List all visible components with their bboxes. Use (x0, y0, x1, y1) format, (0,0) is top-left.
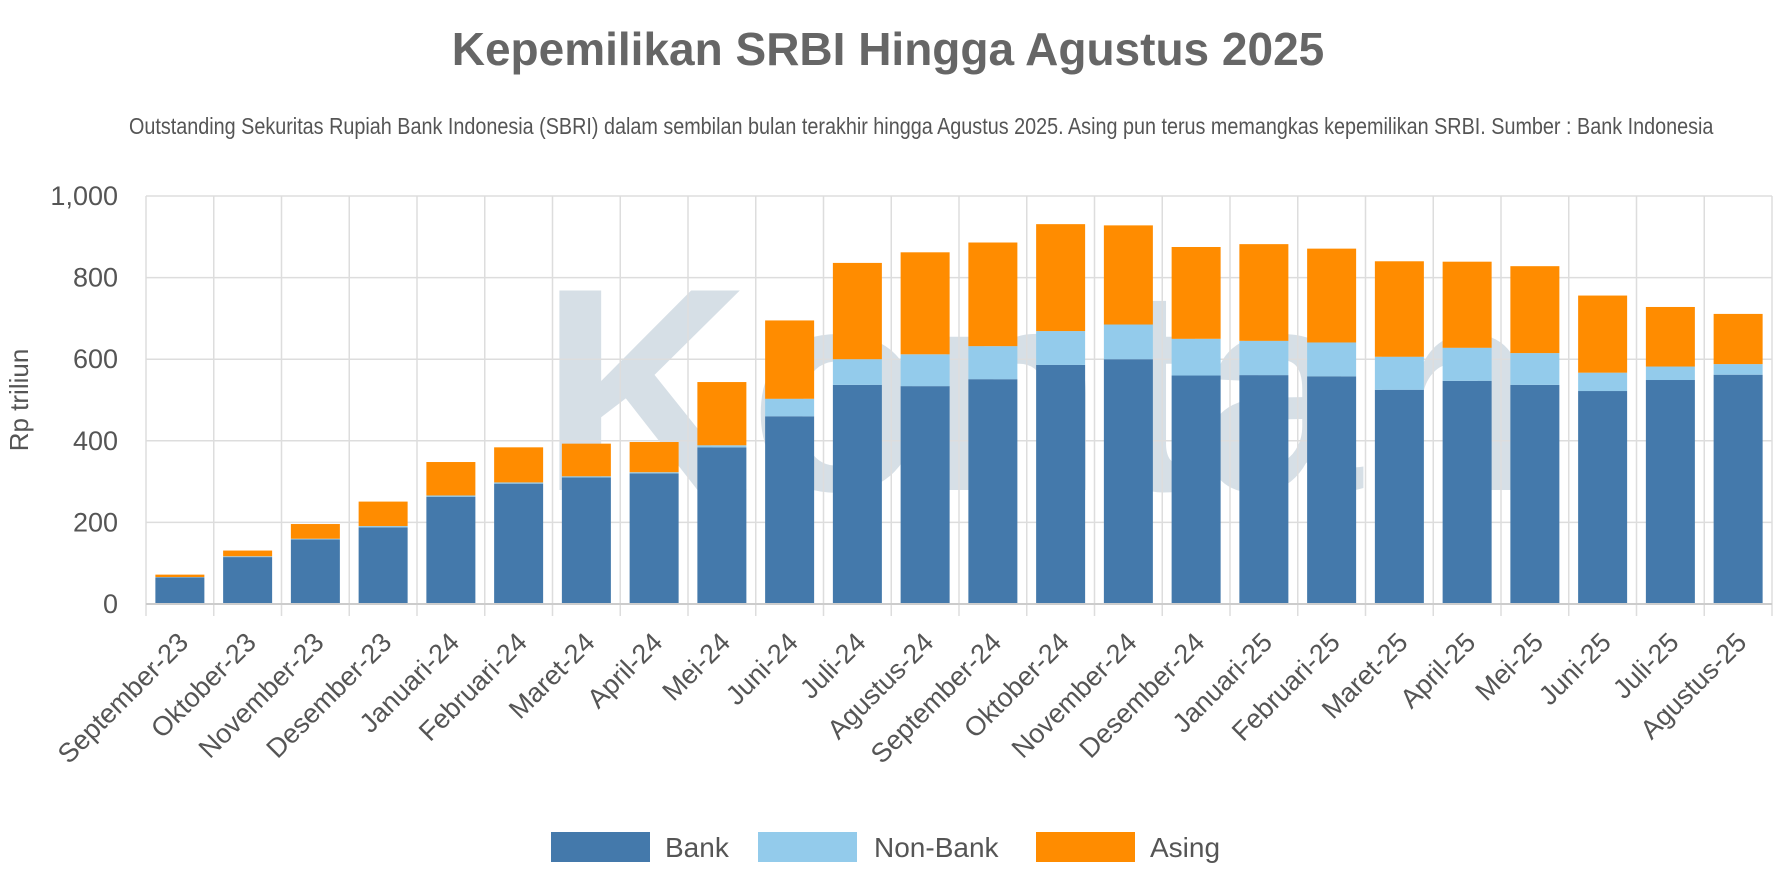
bar-bank-januari-25: Januari-25 — Bank: 561 (1239, 375, 1289, 604)
bar-non-bank-november-23: November-23 — Non-Bank: 2 (290, 538, 340, 540)
bar-bank-desember-23: Desember-23 — Bank: 188 (358, 527, 408, 604)
bar-non-bank-juni-24: Juni-24 — Non-Bank: 43 (765, 398, 815, 417)
bar-asing-februari-24: Februari-24 — Asing: 86 (494, 447, 544, 483)
bar-non-bank-desember-24: Desember-24 — Non-Bank: 90 (1171, 338, 1221, 376)
bar-asing-februari-25: Februari-25 — Asing: 230 (1307, 248, 1357, 343)
bar-asing-april-25: April-25 — Asing: 211 (1442, 261, 1492, 348)
legend-swatch-bank (551, 832, 650, 862)
y-tick-label: 0 (103, 589, 118, 619)
y-axis-label: Rp triliun (4, 349, 34, 452)
bar-bank-februari-25: Februari-25 — Bank: 558 (1307, 376, 1357, 604)
x-tick-label: April-24 (581, 627, 668, 714)
bar-asing-juni-25: Juni-25 — Asing: 189 (1578, 295, 1628, 373)
bar-asing-september-23: September-23 — Asing: 6 (155, 574, 205, 578)
legend-swatch-non-bank (758, 832, 857, 862)
bar-bank-maret-25: Maret-25 — Bank: 525 (1374, 389, 1424, 604)
bar-bank-mei-25: Mei-25 — Bank: 537 (1510, 384, 1560, 604)
x-tick-label: Juni-24 (720, 627, 804, 711)
bar-asing-november-24: November-24 — Asing: 243 (1103, 225, 1153, 325)
bar-bank-juli-25: Juli-25 — Bank: 549 (1645, 380, 1695, 604)
chart-subtitle: Outstanding Sekuritas Rupiah Bank Indone… (128, 113, 1714, 139)
bar-asing-november-23: November-23 — Asing: 36 (290, 524, 340, 539)
bar-non-bank-mei-24: Mei-24 — Non-Bank: 5 (697, 445, 747, 448)
bar-bank-oktober-23: Oktober-23 — Bank: 115 (223, 557, 273, 604)
chart-title: Kepemilikan SRBI Hingga Agustus 2025 (451, 23, 1325, 75)
bar-bank-april-25: April-25 — Bank: 547 (1442, 380, 1492, 604)
bar-bank-november-23: November-23 — Bank: 158 (290, 539, 340, 604)
bar-bank-juli-24: Juli-24 — Bank: 537 (832, 384, 882, 604)
x-tick-label: April-25 (1394, 627, 1481, 714)
bar-asing-oktober-23: Oktober-23 — Asing: 14 (223, 550, 273, 557)
bar-bank-desember-24: Desember-24 — Bank: 560 (1171, 375, 1221, 604)
bar-non-bank-januari-24: Januari-24 — Non-Bank: 3 (426, 495, 476, 497)
bar-non-bank-januari-25: Januari-25 — Non-Bank: 84 (1239, 340, 1289, 376)
bar-bank-november-24: November-24 — Bank: 600 (1103, 359, 1153, 604)
bar-non-bank-februari-24: Februari-24 — Non-Bank: 3 (494, 482, 544, 484)
bar-non-bank-juli-24: Juli-24 — Non-Bank: 63 (832, 359, 882, 385)
bar-non-bank-juni-25: Juni-25 — Non-Bank: 45 (1578, 372, 1628, 392)
bar-bank-september-23: September-23 — Bank: 65 (155, 577, 205, 604)
legend-label-non-bank: Non-Bank (874, 832, 1000, 863)
bar-asing-desember-23: Desember-23 — Asing: 60 (358, 501, 408, 527)
bar-asing-desember-24: Desember-24 — Asing: 225 (1171, 247, 1221, 339)
bar-non-bank-juli-25: Juli-25 — Non-Bank: 33 (1645, 366, 1695, 381)
bar-bank-juni-25: Juni-25 — Bank: 522 (1578, 391, 1628, 604)
bar-non-bank-maret-25: Maret-25 — Non-Bank: 81 (1374, 356, 1424, 390)
bar-asing-juni-24: Juni-24 — Asing: 192 (765, 320, 815, 399)
bar-bank-maret-24: Maret-24 — Bank: 310 (561, 477, 611, 604)
bar-bank-oktober-24: Oktober-24 — Bank: 586 (1036, 364, 1086, 604)
bar-asing-juli-24: Juli-24 — Asing: 236 (832, 262, 882, 360)
y-tick-label: 800 (73, 263, 118, 293)
bar-asing-januari-24: Januari-24 — Asing: 82 (426, 462, 476, 496)
bar-non-bank-agustus-25: Agustus-25 — Non-Bank: 26 (1713, 364, 1763, 375)
bar-asing-maret-24: Maret-24 — Asing: 80 (561, 443, 611, 477)
bar-asing-juli-25: Juli-25 — Asing: 146 (1645, 306, 1695, 367)
bar-asing-mei-24: Mei-24 — Asing: 155 (697, 382, 747, 446)
bar-non-bank-mei-25: Mei-25 — Non-Bank: 78 (1510, 353, 1560, 385)
bar-bank-agustus-25: Agustus-25 — Bank: 562 (1713, 374, 1763, 604)
bar-bank-april-24: April-24 — Bank: 320 (629, 473, 679, 604)
bar-bank-februari-24: Februari-24 — Bank: 295 (494, 483, 544, 604)
bar-asing-mei-25: Mei-25 — Asing: 213 (1510, 266, 1560, 354)
bar-non-bank-februari-25: Februari-25 — Non-Bank: 83 (1307, 342, 1357, 377)
bar-non-bank-november-24: November-24 — Non-Bank: 85 (1103, 324, 1153, 360)
bar-bank-agustus-24: Agustus-24 — Bank: 534 (900, 386, 950, 604)
bar-non-bank-oktober-24: Oktober-24 — Non-Bank: 83 (1036, 331, 1086, 365)
legend-swatch-asing (1036, 832, 1135, 862)
bar-non-bank-april-24: April-24 — Non-Bank: 3 (629, 472, 679, 474)
bar-non-bank-april-25: April-25 — Non-Bank: 81 (1442, 347, 1492, 381)
bar-asing-april-24: April-24 — Asing: 74 (629, 442, 679, 473)
bar-bank-januari-24: Januari-24 — Bank: 263 (426, 496, 476, 604)
bar-non-bank-september-24: September-24 — Non-Bank: 81 (968, 346, 1018, 380)
bar-asing-september-24: September-24 — Asing: 254 (968, 242, 1018, 347)
bar-bank-september-24: September-24 — Bank: 551 (968, 379, 1018, 604)
bar-asing-januari-25: Januari-25 — Asing: 237 (1239, 244, 1289, 341)
bar-bank-juni-24: Juni-24 — Bank: 460 (765, 416, 815, 604)
y-tick-label: 400 (73, 426, 118, 456)
x-tick-label: Juni-25 (1533, 627, 1617, 711)
bar-asing-agustus-25: Agustus-25 — Asing: 123 (1713, 313, 1763, 365)
bar-non-bank-maret-24: Maret-24 — Non-Bank: 3 (561, 476, 611, 478)
legend-label-bank: Bank (665, 832, 730, 863)
bar-asing-oktober-24: Oktober-24 — Asing: 262 (1036, 224, 1086, 332)
bar-non-bank-oktober-23: Oktober-23 — Non-Bank: 2 (223, 556, 273, 558)
bar-non-bank-desember-23: Desember-23 — Non-Bank: 3 (358, 526, 408, 528)
bar-asing-agustus-24: Agustus-24 — Asing: 250 (900, 252, 950, 355)
bar-bank-mei-24: Mei-24 — Bank: 384 (697, 447, 747, 604)
y-tick-label: 600 (73, 344, 118, 374)
legend-label-asing: Asing (1150, 832, 1220, 863)
y-tick-label: 1,000 (50, 181, 118, 211)
y-tick-label: 200 (73, 507, 118, 537)
bar-non-bank-agustus-24: Agustus-24 — Non-Bank: 78 (900, 354, 950, 387)
bar-asing-maret-25: Maret-25 — Asing: 234 (1374, 261, 1424, 357)
